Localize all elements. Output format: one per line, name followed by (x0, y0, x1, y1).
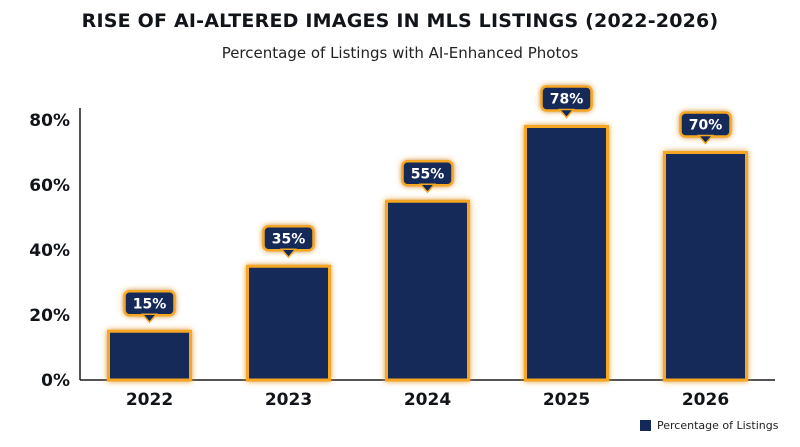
chart-title: RISE OF AI-ALTERED IMAGES IN MLS LISTING… (81, 10, 719, 32)
y-tick-label: 40% (29, 241, 70, 261)
data-label: 55% (411, 166, 445, 182)
axes: 0% 20% 40% 60% 80% 2022 2023 2024 2025 2026 (29, 108, 775, 410)
data-label-callout: 70% (679, 111, 732, 145)
data-label-callout: 15% (123, 290, 176, 324)
y-tick-label: 0% (41, 371, 70, 391)
data-label-callout: 78% (540, 85, 593, 119)
data-label: 35% (272, 231, 306, 247)
data-label-pointer (418, 183, 437, 194)
data-labels: 15% 35% 55% 78% 70% (123, 85, 732, 324)
bar (385, 199, 470, 382)
chart-subtitle: Percentage of Listings with AI-Enhanced … (221, 44, 579, 62)
data-label-pointer (140, 313, 159, 324)
x-tick-label: 2024 (404, 390, 451, 410)
data-label-callout: 35% (262, 225, 315, 259)
bar (524, 125, 609, 382)
legend-label: Percentage of Listings (657, 419, 779, 432)
y-tick-label: 60% (29, 176, 70, 196)
x-tick-label: 2026 (682, 390, 729, 410)
bars (107, 125, 748, 382)
bar (663, 151, 748, 382)
data-label-pointer (696, 134, 715, 145)
data-label: 70% (689, 118, 723, 134)
data-label-callout: 55% (401, 160, 454, 194)
data-label: 15% (133, 296, 167, 312)
x-tick-label: 2022 (126, 390, 173, 410)
legend: Percentage of Listings (640, 419, 778, 432)
y-tick-label: 20% (29, 306, 70, 326)
x-tick-label: 2023 (265, 390, 312, 410)
x-tick-label: 2025 (543, 390, 590, 410)
data-label-pointer (557, 108, 576, 119)
bar (246, 264, 331, 382)
legend-swatch (640, 420, 651, 431)
y-tick-label: 80% (29, 111, 70, 131)
bar (107, 329, 192, 382)
data-label: 78% (550, 92, 584, 108)
data-label-pointer (279, 248, 298, 259)
